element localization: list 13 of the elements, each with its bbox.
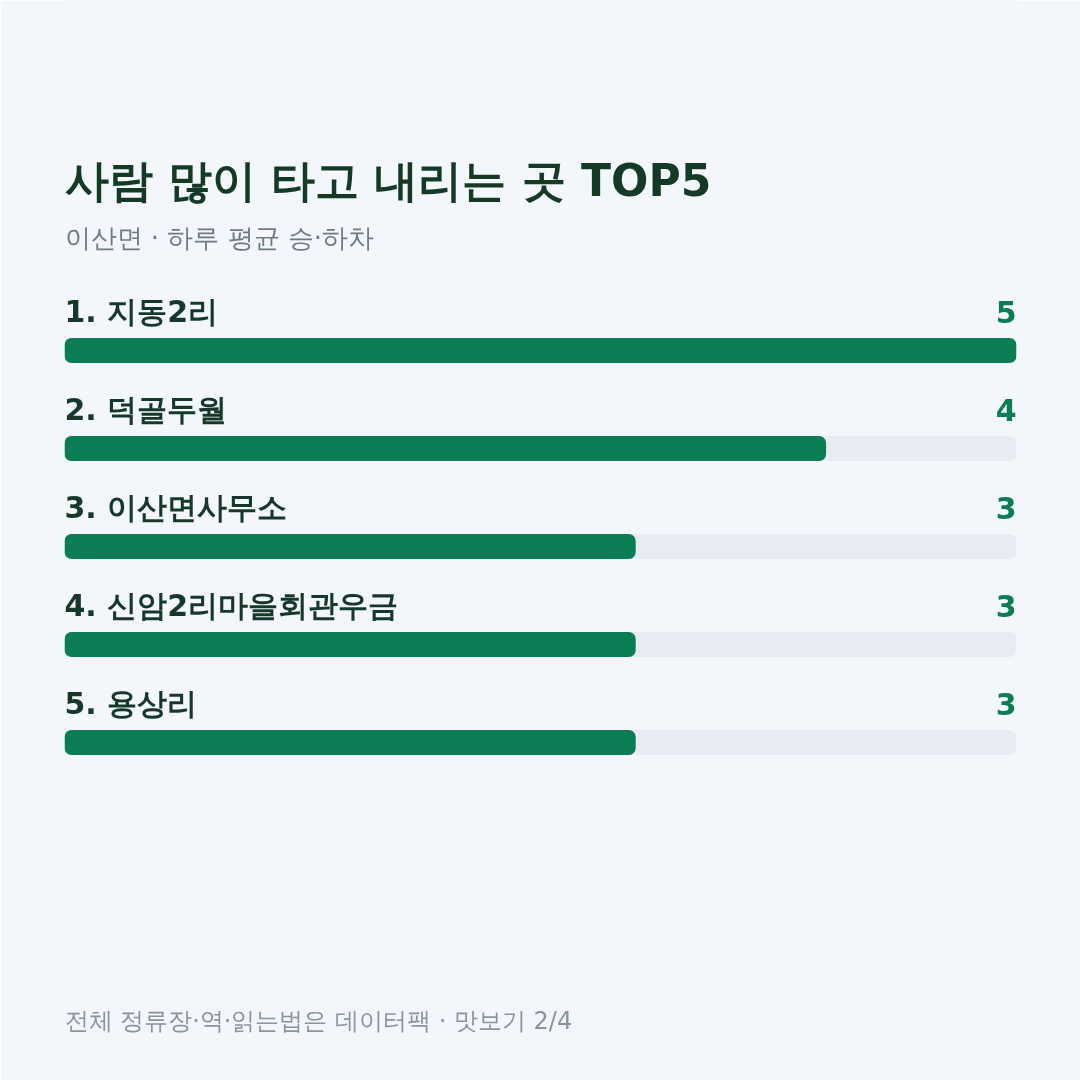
chart-subtitle: 이산면 · 하루 평균 승·하차 [64, 222, 375, 253]
text: 전체 정류장·역·읽는법은 데이터팩 · 맛보기 2/4 [64, 1006, 573, 1035]
y-tick-label: 4. 신암2리마을회관우금 [64, 588, 399, 623]
data-label: 4 [995, 392, 1017, 428]
y-tick-label: 2. 덕골두월 [64, 392, 228, 427]
y-tick-label: 1. 지동2리 [64, 294, 219, 329]
data-label: 3 [995, 686, 1017, 722]
data-label: 3 [995, 490, 1017, 526]
y-tick-label: 5. 용상리 [64, 686, 198, 721]
data-label: 5 [995, 294, 1017, 330]
chart-title: 사람 많이 타고 내리는 곳 TOP5 [64, 155, 712, 206]
data-label: 3 [995, 588, 1017, 624]
y-tick-label: 3. 이산면사무소 [64, 490, 288, 525]
